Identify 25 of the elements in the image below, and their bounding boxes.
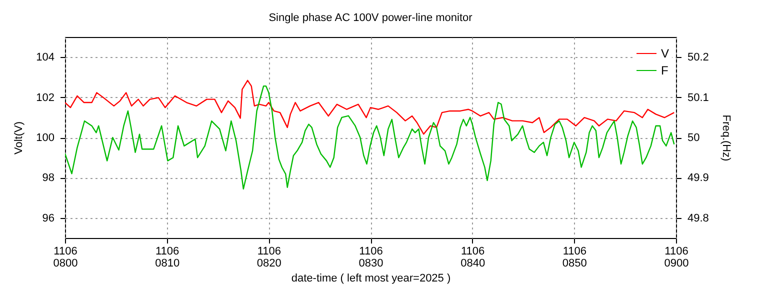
y2-tick-label: 50 <box>688 132 700 144</box>
legend-label: F <box>661 64 668 78</box>
y2-axis-title: Freq.(Hz) <box>720 114 732 162</box>
x-tick-label: 1106 0800 <box>53 246 78 270</box>
x-tick-label: 1106 0820 <box>256 246 282 270</box>
y-tick-label: 96 <box>42 212 54 224</box>
x-tick-label: 1106 0900 <box>664 246 689 270</box>
y-axis-title: Volt(V) <box>13 121 26 155</box>
line-series <box>65 85 675 190</box>
x-tick-label: 1106 0830 <box>358 246 384 270</box>
y2-tick-label: 49.8 <box>688 212 709 224</box>
x-tick-label: 1106 0810 <box>155 246 180 270</box>
y2-tick-label: 50.2 <box>688 52 709 64</box>
y-tick-label: 104 <box>36 52 54 64</box>
y-tick-label: 102 <box>36 92 54 104</box>
y2-tick-label: 50.1 <box>688 92 709 104</box>
x-axis-title: date-time ( left most year=2025 ) <box>291 272 451 284</box>
y2-tick-label: 49.9 <box>688 172 709 184</box>
y-tick-label: 98 <box>42 172 54 184</box>
y-tick-label: 100 <box>36 132 54 144</box>
x-tick-label: 1106 0850 <box>562 246 587 270</box>
chart-title: Single phase AC 100V power-line monitor <box>268 12 473 24</box>
legend-label: V <box>661 46 670 60</box>
line-series <box>65 80 675 135</box>
x-tick-label: 1106 0840 <box>460 246 486 270</box>
